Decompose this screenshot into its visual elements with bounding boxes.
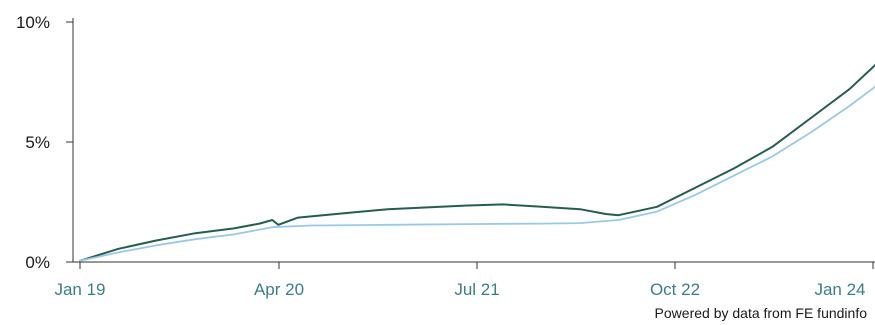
series-line-dark-green <box>79 64 875 262</box>
y-tick-label-10: 10% <box>16 13 50 32</box>
line-chart: 10% 5% 0% Jan 19 Apr 20 Jul 21 Oct 22 Ja… <box>16 13 875 299</box>
x-tick-label-oct22: Oct 22 <box>650 280 700 299</box>
series-layer <box>79 64 875 262</box>
x-tick-label-jan19: Jan 19 <box>54 280 105 299</box>
y-axis: 10% 5% 0% <box>16 13 74 272</box>
x-tick-label-jan24: Jan 24 <box>814 280 865 299</box>
x-tick-label-jul21: Jul 21 <box>454 280 499 299</box>
attribution-text: Powered by data from FE fundinfo <box>654 305 867 321</box>
x-tick-label-apr20: Apr 20 <box>254 280 304 299</box>
y-tick-label-5: 5% <box>25 133 50 152</box>
series-line-light-blue <box>79 85 875 262</box>
y-tick-label-0: 0% <box>25 253 50 272</box>
x-axis: Jan 19 Apr 20 Jul 21 Oct 22 Jan 24 <box>54 261 875 299</box>
